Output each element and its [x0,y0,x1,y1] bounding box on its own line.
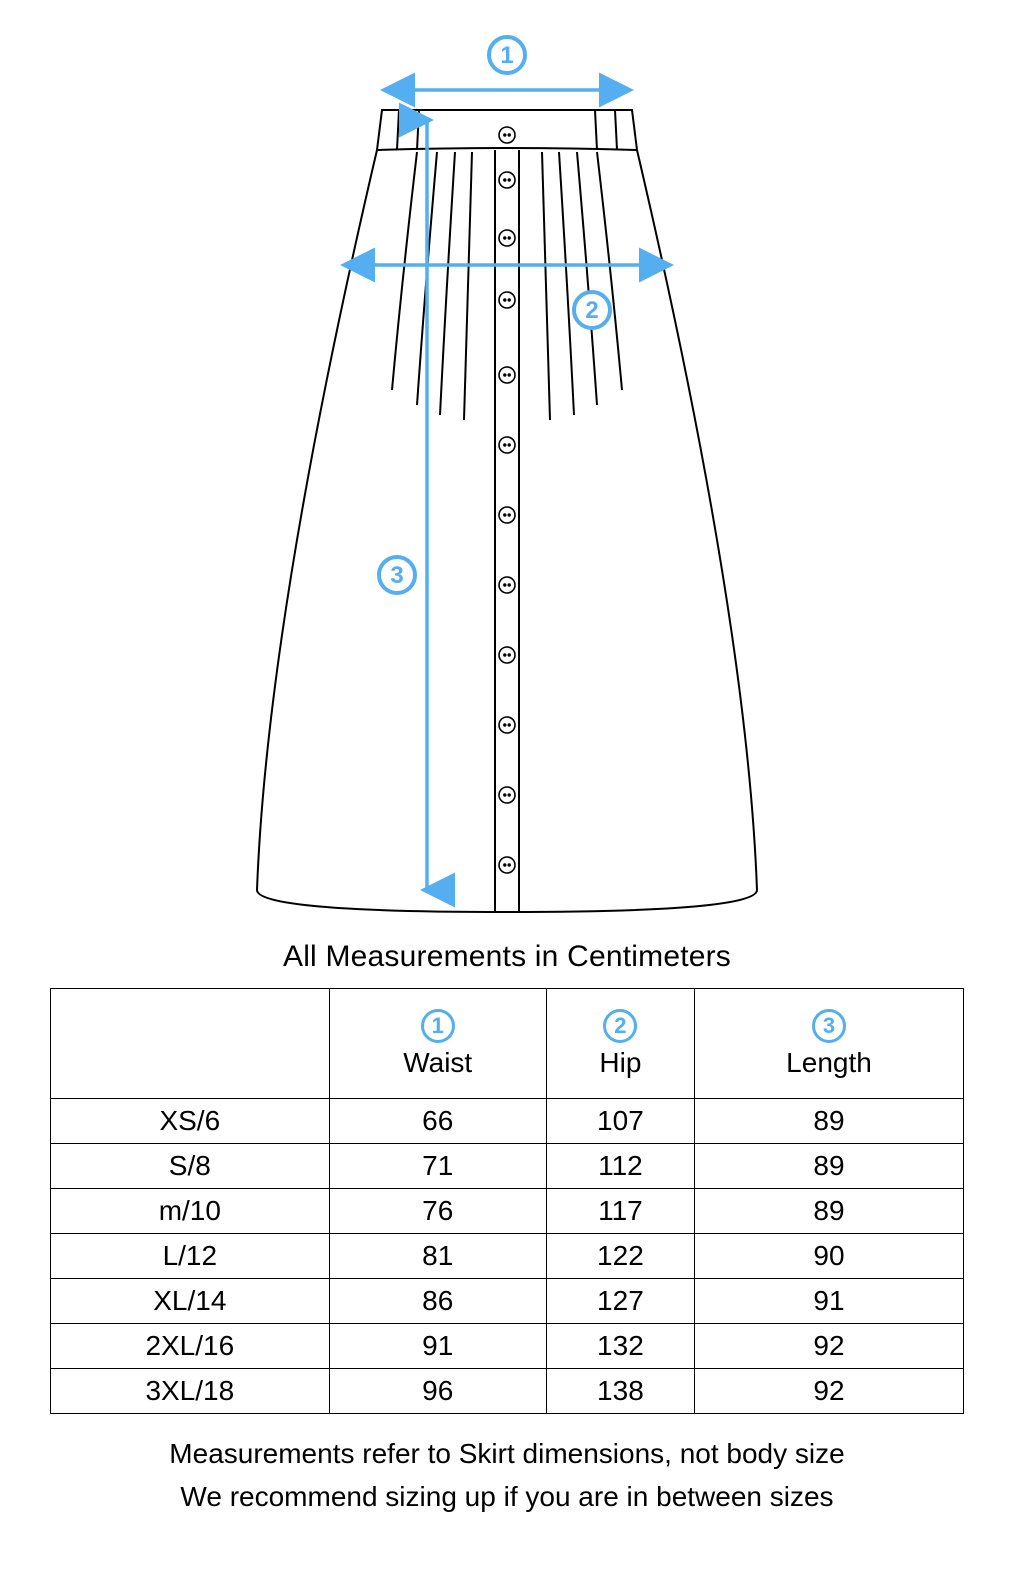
cell-length: 89 [694,1144,963,1189]
size-table: 1 Waist 2 Hip 3 Length X [50,988,964,1414]
cell-waist: 71 [329,1144,546,1189]
skirt-diagram: 1 2 3 [0,20,1014,930]
cell-hip: 127 [546,1279,694,1324]
cell-size: 3XL/18 [51,1369,330,1414]
header-length-label: Length [786,1047,872,1079]
cell-length: 92 [694,1324,963,1369]
badge-1-label: 1 [500,42,513,69]
cell-size: XS/6 [51,1099,330,1144]
cell-size: L/12 [51,1234,330,1279]
cell-size: 2XL/16 [51,1324,330,1369]
cell-length: 90 [694,1234,963,1279]
badge-3-label: 3 [390,562,403,589]
table-row: XL/148612791 [51,1279,964,1324]
cell-waist: 66 [329,1099,546,1144]
footnote-1: Measurements refer to Skirt dimensions, … [0,1432,1014,1475]
cell-hip: 132 [546,1324,694,1369]
header-hip: 2 Hip [546,989,694,1099]
cell-hip: 107 [546,1099,694,1144]
cell-waist: 86 [329,1279,546,1324]
header-badge-1: 1 [421,1009,455,1043]
table-header-row: 1 Waist 2 Hip 3 Length [51,989,964,1099]
cell-waist: 91 [329,1324,546,1369]
footnote-2: We recommend sizing up if you are in bet… [0,1475,1014,1518]
cell-length: 92 [694,1369,963,1414]
table-row: L/128112290 [51,1234,964,1279]
header-badge-2: 2 [603,1009,637,1043]
cell-waist: 96 [329,1369,546,1414]
table-row: XS/66610789 [51,1099,964,1144]
badge-2-label: 2 [585,297,598,324]
header-badge-3: 3 [812,1009,846,1043]
cell-waist: 81 [329,1234,546,1279]
measurement-arrows [347,90,667,890]
cell-size: m/10 [51,1189,330,1234]
cell-hip: 122 [546,1234,694,1279]
table-row: 2XL/169113292 [51,1324,964,1369]
cell-hip: 138 [546,1369,694,1414]
table-row: m/107611789 [51,1189,964,1234]
cell-hip: 117 [546,1189,694,1234]
header-hip-label: Hip [599,1047,641,1079]
cell-hip: 112 [546,1144,694,1189]
footnotes: Measurements refer to Skirt dimensions, … [0,1432,1014,1519]
table-row: 3XL/189613892 [51,1369,964,1414]
table-row: S/87111289 [51,1144,964,1189]
header-size-blank [51,989,330,1099]
cell-waist: 76 [329,1189,546,1234]
cell-size: S/8 [51,1144,330,1189]
cell-length: 89 [694,1189,963,1234]
skirt-buttons [499,127,515,873]
header-length: 3 Length [694,989,963,1099]
skirt-svg: 1 2 3 [227,20,787,930]
measurements-title: All Measurements in Centimeters [0,940,1014,974]
cell-length: 89 [694,1099,963,1144]
header-waist: 1 Waist [329,989,546,1099]
cell-size: XL/14 [51,1279,330,1324]
header-waist-label: Waist [403,1047,472,1079]
cell-length: 91 [694,1279,963,1324]
